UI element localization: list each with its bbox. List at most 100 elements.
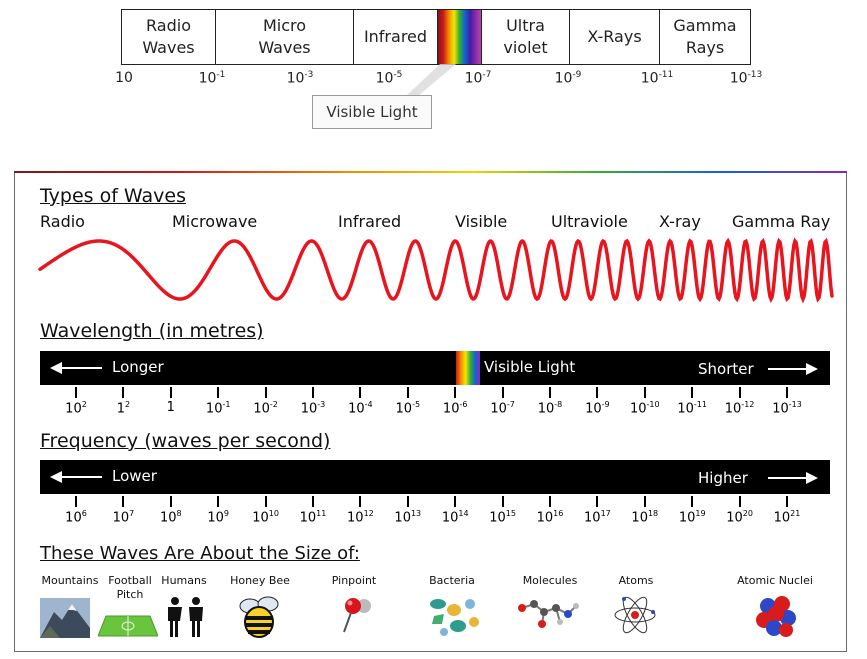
tick-label: 1014 xyxy=(441,509,469,526)
atom-icon xyxy=(614,596,656,634)
tick-mark xyxy=(501,496,504,507)
types-of-waves-title: Types of Waves xyxy=(40,185,186,207)
size-label-mountains: Mountains xyxy=(41,574,99,587)
tick-mark xyxy=(359,496,362,507)
tick-mark xyxy=(691,387,694,398)
tick-mark xyxy=(549,496,551,507)
tick-mark xyxy=(359,387,362,398)
size-label-atoms: Atoms xyxy=(618,574,654,587)
tick-label: 10-5 xyxy=(395,400,421,417)
sizes-title: These Waves Are About the Size of: xyxy=(40,543,360,564)
wavelength-bar xyxy=(40,351,830,385)
arrow-left-icon xyxy=(50,471,62,483)
tick-label: 1015 xyxy=(489,509,516,526)
tick-mark xyxy=(75,387,77,398)
bacteria-icon xyxy=(430,599,479,636)
tick-mark xyxy=(596,387,599,398)
tick-label: 10-11 xyxy=(677,400,707,417)
tick-mark xyxy=(264,387,267,398)
tick-mark xyxy=(217,387,220,398)
size-label-bacteria: Bacteria xyxy=(429,574,475,587)
tick-mark xyxy=(169,387,172,398)
tick-mark xyxy=(738,496,741,507)
arrow-left-icon xyxy=(50,362,62,374)
visible-light-callout: Visible Light xyxy=(312,95,432,129)
cell-ultraviolet: Ultra violet xyxy=(482,10,570,64)
tick-label: 10-3 xyxy=(286,70,314,87)
tick-label: 10-6 xyxy=(442,400,468,417)
tick-mark xyxy=(122,496,125,507)
tick-label: 1013 xyxy=(394,509,422,526)
tick-label: 10-12 xyxy=(724,400,755,417)
arrow-right-icon xyxy=(806,472,818,484)
panel-rainbow-border xyxy=(14,171,847,173)
arrow-right-line xyxy=(768,368,808,370)
tick-label: 10-1 xyxy=(205,400,231,417)
tick-mark xyxy=(406,387,409,398)
cell-micro-waves: Micro Waves xyxy=(216,10,354,64)
size-label-humans: Humans xyxy=(161,574,207,587)
longer-label: Longer xyxy=(112,358,164,376)
tick-mark xyxy=(691,496,694,507)
tick-mark xyxy=(264,496,267,507)
cell-visible-rainbow xyxy=(438,10,482,64)
tick-mark xyxy=(643,496,646,507)
visible-callout-connector xyxy=(406,64,456,96)
tick-label: 1011 xyxy=(299,509,327,526)
tick-label: 1010 xyxy=(252,509,279,526)
cell-gamma-rays: Gamma Rays xyxy=(673,16,737,57)
tick-mark xyxy=(501,387,504,398)
tick-mark xyxy=(454,387,457,398)
humans-icon xyxy=(168,597,203,637)
tick-label: 10-9 xyxy=(585,400,610,417)
tick-label: 1021 xyxy=(773,509,801,526)
wave-label-ultraviolet: Ultraviole xyxy=(551,212,628,231)
wave-drawing xyxy=(38,237,834,304)
tick-mark xyxy=(75,496,77,507)
shorter-label: Shorter xyxy=(698,360,754,378)
size-label-molecules: Molecules xyxy=(522,574,578,587)
tick-label: 10-7 xyxy=(464,70,492,87)
wave-label-gamma-ray: Gamma Ray xyxy=(732,212,831,231)
size-label-football-pitch: Football Pitch xyxy=(108,574,152,601)
wavelength-title: Wavelength (in metres) xyxy=(40,320,264,342)
wave-line xyxy=(38,237,834,304)
tick-mark xyxy=(786,387,788,398)
tick-mark xyxy=(312,387,314,398)
tick-label: 1020 xyxy=(726,509,753,526)
tick-mark xyxy=(406,496,409,507)
frequency-bar xyxy=(40,460,830,494)
tick-mark xyxy=(786,496,788,507)
cell-radio-waves: Radio Waves xyxy=(122,10,216,64)
tick-label: 10-13 xyxy=(772,400,802,417)
size-label-honey-bee: Honey Bee xyxy=(230,574,290,587)
tick-label: 1018 xyxy=(631,509,659,526)
nucleus-icon xyxy=(756,596,796,637)
tick-mark xyxy=(169,496,172,507)
tick-label: 10-2 xyxy=(253,400,278,417)
tick-mark xyxy=(738,387,741,398)
cell-x-rays: X-Rays xyxy=(570,10,660,64)
higher-label: Higher xyxy=(698,469,748,487)
arrow-left-line xyxy=(60,367,102,369)
size-label-pinpoint: Pinpoint xyxy=(331,574,377,587)
tick-label: 1016 xyxy=(536,509,564,526)
tick-label: 12 xyxy=(116,400,131,417)
wave-label-microwave: Microwave xyxy=(172,212,258,231)
molecule-icon xyxy=(518,600,579,628)
wave-label-visible: Visible xyxy=(455,212,508,231)
tick-mark xyxy=(643,387,646,398)
tick-label: 1012 xyxy=(347,509,374,526)
tick-mark xyxy=(596,496,599,507)
tick-label: 10-10 xyxy=(629,400,660,417)
tick-label: 10-9 xyxy=(554,70,582,87)
tick-label: 10-13 xyxy=(729,70,763,87)
visible-light-label: Visible Light xyxy=(484,358,576,376)
visible-rainbow-strip xyxy=(456,351,480,385)
football-pitch-icon xyxy=(98,615,158,637)
tick-label: 10-3 xyxy=(300,400,326,417)
tick-label: 10 xyxy=(115,70,133,86)
frequency-title: Frequency (waves per second) xyxy=(40,430,331,452)
wave-label-infrared: Infrared xyxy=(338,212,402,231)
mountain-icon xyxy=(40,598,90,638)
